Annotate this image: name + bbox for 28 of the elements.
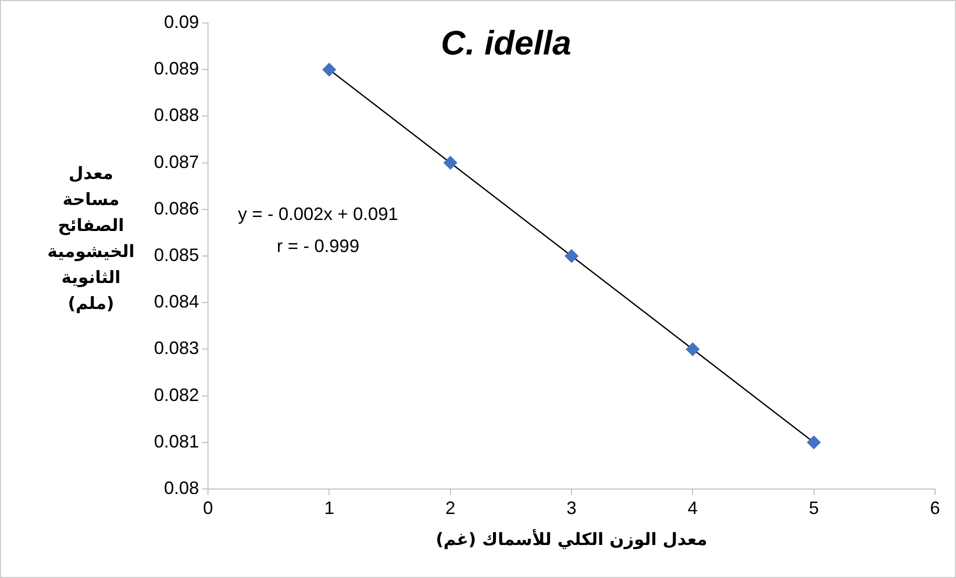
y-tick-label: 0.08	[164, 478, 200, 498]
x-axis-title: معدل الوزن الكلي للأسماك (غم)	[436, 528, 708, 550]
y-tick-label: 0.082	[154, 384, 200, 405]
x-tick-label: 3	[566, 498, 577, 518]
point	[686, 342, 700, 356]
y-tick-label: 0.083	[154, 338, 200, 358]
y-tick-label: 0.085	[154, 244, 200, 265]
point	[564, 249, 579, 263]
x-tick-label: 2	[445, 498, 456, 518]
y-tick-label: 0.089	[154, 58, 200, 79]
point	[806, 435, 821, 450]
y-tick-label: 0.087	[154, 152, 200, 172]
x-tick-label: 4	[688, 498, 698, 518]
annotation: r = - 0.999	[276, 236, 360, 256]
chart-title: C. idella	[440, 24, 572, 62]
point	[443, 156, 458, 170]
x-tick-label: 0	[203, 498, 214, 518]
x-tick-label: 6	[930, 498, 940, 518]
y-tick-label: 0.084	[154, 292, 200, 312]
y-axis-title: معدل مساحة الصفائح الخيشومية الثانوية (ملم)	[46, 163, 136, 316]
annotation: y = - 0.002x + 0.091	[238, 204, 398, 224]
point	[322, 62, 336, 77]
y-tick-label: 0.088	[154, 105, 200, 126]
x-tick-label: 1	[324, 498, 334, 518]
y-tick-label: 0.09	[164, 12, 200, 32]
x-tick-label: 5	[808, 498, 819, 518]
y-tick-label: 0.081	[154, 431, 200, 452]
y-tick-label: 0.086	[154, 198, 200, 218]
